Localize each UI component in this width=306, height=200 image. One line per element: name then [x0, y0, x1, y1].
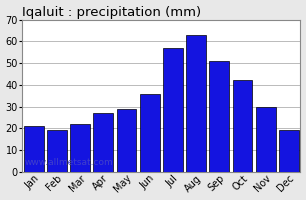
Bar: [233, 80, 252, 172]
Bar: [24, 126, 43, 172]
Bar: [47, 130, 67, 172]
Bar: [186, 35, 206, 172]
Text: www.allmetsat.com: www.allmetsat.com: [25, 158, 114, 167]
Bar: [140, 94, 159, 172]
Bar: [279, 130, 299, 172]
Bar: [209, 61, 229, 172]
Bar: [117, 109, 136, 172]
Bar: [256, 107, 275, 172]
Bar: [163, 48, 183, 172]
Bar: [70, 124, 90, 172]
Bar: [93, 113, 113, 172]
Text: Iqaluit : precipitation (mm): Iqaluit : precipitation (mm): [22, 6, 201, 19]
